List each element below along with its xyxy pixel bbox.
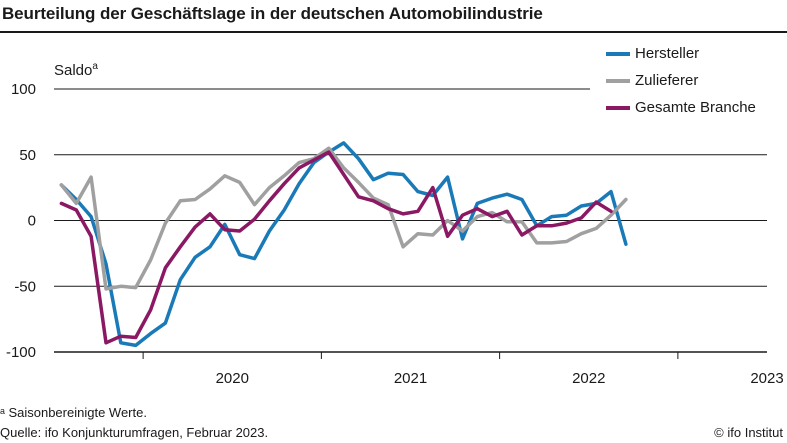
x-tick-label-2023: 2023	[750, 370, 783, 387]
legend-swatch-zulieferer	[606, 78, 630, 83]
legend-item-gesamte-branche: Gesamte Branche	[606, 94, 756, 121]
legend: Hersteller Zulieferer Gesamte Branche	[606, 40, 756, 121]
legend-label-gesamte-branche: Gesamte Branche	[635, 99, 756, 116]
series-line-gesamte-branche	[59, 150, 613, 345]
y-axis-label-sup: a	[92, 61, 98, 72]
legend-item-zulieferer: Zulieferer	[606, 67, 756, 94]
legend-label-zulieferer: Zulieferer	[635, 72, 699, 89]
x-axis: 2020 2021 2022 2023	[54, 351, 784, 387]
chart-title: Beurteilung der Geschäftslage in der deu…	[2, 4, 543, 23]
copyright-credit: © ifo Institut	[714, 425, 783, 440]
y-tick--50: -50	[14, 278, 36, 295]
y-axis-label-text: Saldo	[54, 62, 93, 79]
series-lines	[59, 141, 628, 348]
series-line-zulieferer	[59, 146, 628, 291]
x-tick-label-2020: 2020	[216, 370, 249, 387]
y-tick-100: 100	[11, 81, 36, 98]
y-tick-labels: 100 50 0 -50 -100	[6, 81, 36, 361]
legend-label-hersteller: Hersteller	[635, 45, 700, 62]
source-note: Quelle: ifo Konjunkturumfragen, Februar …	[0, 425, 269, 440]
x-tick-label-2022: 2022	[572, 370, 605, 387]
y-tick-50: 50	[19, 147, 36, 164]
y-axis-label: Saldoa	[54, 61, 98, 79]
legend-swatch-gesamte-branche	[606, 105, 630, 110]
gridlines	[54, 88, 767, 287]
y-tick--100: -100	[6, 344, 36, 361]
footnote-saisonbereinigt: ᵃ Saisonbereinigte Werte.	[0, 405, 147, 420]
x-tick-label-2021: 2021	[394, 370, 427, 387]
title-rule	[0, 31, 787, 33]
y-tick-0: 0	[28, 213, 36, 230]
legend-item-hersteller: Hersteller	[606, 40, 756, 67]
legend-swatch-hersteller	[606, 51, 630, 56]
series-line-hersteller	[59, 141, 628, 348]
